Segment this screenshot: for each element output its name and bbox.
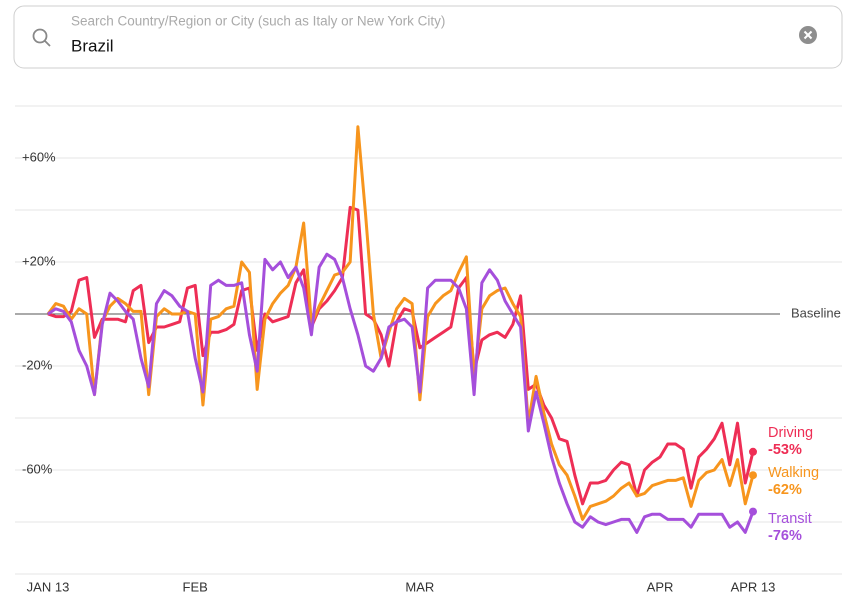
y-tick-label: -20% bbox=[22, 357, 53, 372]
series-line bbox=[47, 252, 755, 534]
series-line bbox=[47, 205, 755, 506]
series-last-label: -76% bbox=[768, 528, 802, 544]
search-placeholder: Search Country/Region or City (such as I… bbox=[71, 14, 445, 29]
x-tick-label: APR 13 bbox=[731, 579, 776, 594]
series-last-label: -53% bbox=[768, 442, 802, 458]
series-line bbox=[46, 125, 755, 521]
search-query[interactable]: Brazil bbox=[71, 36, 114, 55]
y-tick-label: +60% bbox=[22, 149, 56, 164]
end-point bbox=[749, 447, 757, 456]
chart: +60% +20% -20% -60% Baseline JAN 13 FEB MAR APR A… bbox=[15, 105, 842, 594]
end-point bbox=[749, 507, 757, 516]
search-icon bbox=[32, 28, 51, 47]
search-box[interactable] bbox=[13, 5, 843, 69]
y-tick-label: -60% bbox=[22, 461, 53, 476]
series-last-label: -62% bbox=[768, 482, 802, 498]
x-tick-label: FEB bbox=[183, 579, 208, 594]
y-tick-label: +20% bbox=[22, 253, 56, 268]
series-name: Driving bbox=[768, 425, 813, 441]
series-name: Transit bbox=[768, 511, 812, 527]
baseline-label: Baseline bbox=[791, 305, 841, 320]
series-name: Walking bbox=[768, 465, 819, 481]
end-point bbox=[749, 471, 757, 480]
x-tick-label: APR bbox=[647, 579, 674, 594]
x-tick-label: MAR bbox=[405, 579, 434, 594]
x-tick-label: JAN 13 bbox=[27, 579, 70, 594]
clear-button[interactable] bbox=[799, 26, 817, 44]
